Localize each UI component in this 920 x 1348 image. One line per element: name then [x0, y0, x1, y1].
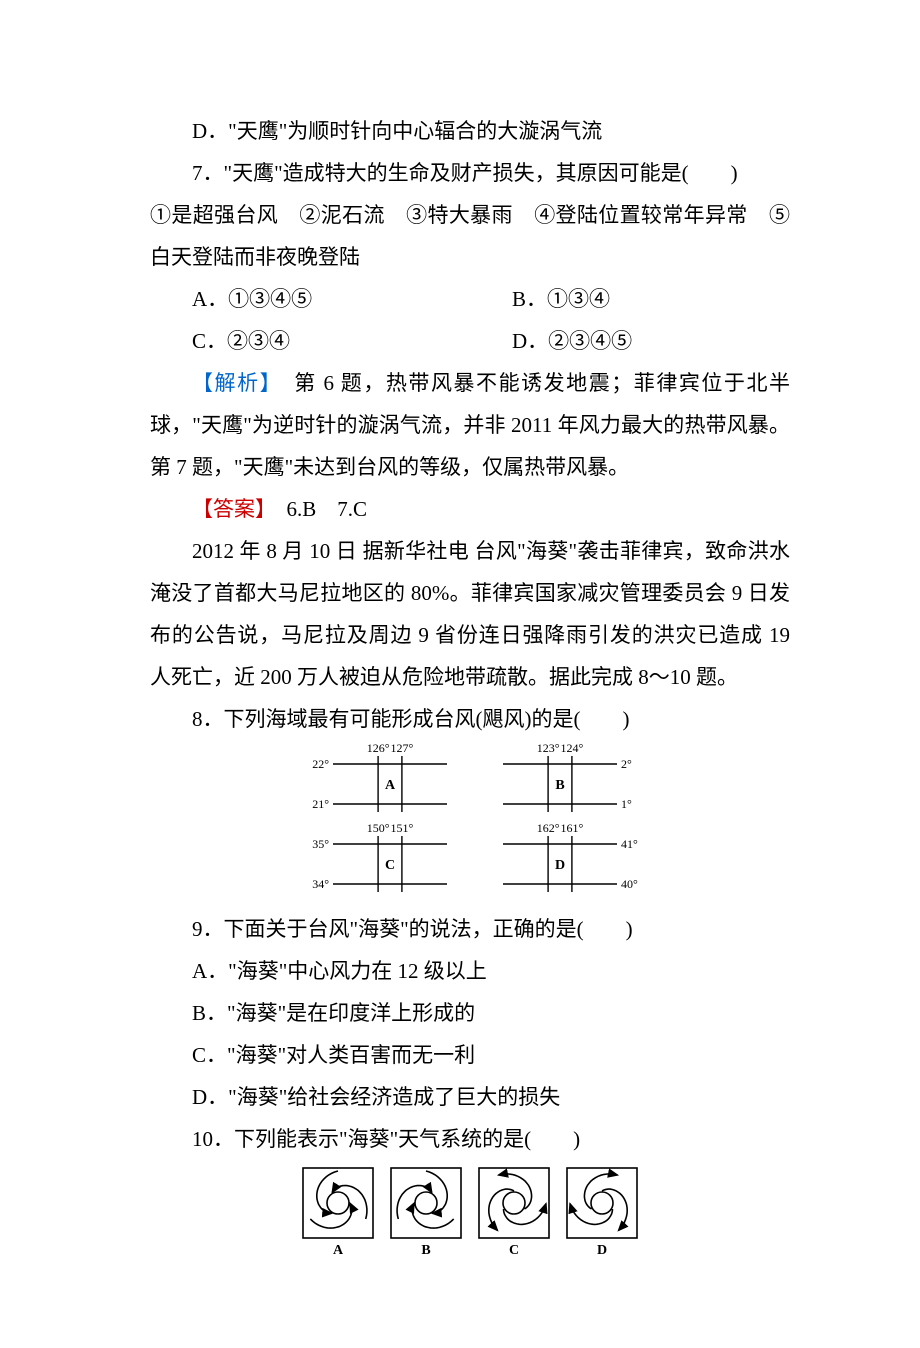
- svg-text:22°: 22°: [312, 757, 329, 771]
- svg-text:2°: 2°: [621, 757, 632, 771]
- q8-figure: 126°127° 22° 21° A 123°124° 2° 1° B 150°151° 35° 3…: [150, 744, 790, 904]
- q10-stem: 10．下列能表示"海葵"天气系统的是( ): [150, 1118, 790, 1160]
- q9-option-d: D．"海葵"给社会经济造成了巨大的损失: [150, 1076, 790, 1118]
- svg-text:34°: 34°: [312, 877, 329, 891]
- q7-options-row-2: C．②③④ D．②③④⑤: [150, 320, 790, 362]
- q7-option-b: B．①③④: [512, 278, 832, 320]
- q7-option-c: C．②③④: [192, 320, 512, 362]
- svg-text:151°: 151°: [390, 821, 413, 835]
- svg-text:C: C: [509, 1243, 519, 1258]
- svg-text:21°: 21°: [312, 797, 329, 811]
- svg-text:1°: 1°: [621, 797, 632, 811]
- q7-option-d: D．②③④⑤: [512, 320, 832, 362]
- svg-text:B: B: [421, 1243, 430, 1258]
- q7-stem: 7．"天鹰"造成特大的生命及财产损失，其原因可能是( ): [150, 152, 790, 194]
- q9-option-c: C．"海葵"对人类百害而无一利: [150, 1034, 790, 1076]
- q10-figure: A B C D: [150, 1164, 790, 1264]
- q7-options-row-1: A．①③④⑤ B．①③④: [150, 278, 790, 320]
- svg-text:D: D: [555, 858, 565, 873]
- q9-stem: 9．下面关于台风"海葵"的说法，正确的是( ): [150, 908, 790, 950]
- answer-text: 6.B 7.C: [266, 497, 368, 521]
- svg-text:162°: 162°: [537, 821, 560, 835]
- svg-text:35°: 35°: [312, 837, 329, 851]
- svg-text:150°: 150°: [367, 821, 390, 835]
- q8-stem: 8．下列海域最有可能形成台风(飓风)的是( ): [150, 698, 790, 740]
- q7-option-a: A．①③④⑤: [192, 278, 512, 320]
- svg-text:C: C: [385, 858, 395, 873]
- q9-option-b: B．"海葵"是在印度洋上形成的: [150, 992, 790, 1034]
- svg-text:B: B: [555, 778, 564, 793]
- svg-text:127°: 127°: [390, 744, 413, 755]
- q10-cyclone-diagram: A B C D: [290, 1164, 650, 1264]
- svg-text:124°: 124°: [560, 744, 583, 755]
- analysis-label: 【解析】: [192, 371, 272, 395]
- q8-grid-diagram: 126°127° 22° 21° A 123°124° 2° 1° B 150°151° 35° 3…: [280, 744, 660, 904]
- analysis-block: 【解析】 第 6 题，热带风暴不能诱发地震；菲律宾位于北半球，"天鹰"为逆时针的…: [150, 362, 790, 488]
- svg-text:A: A: [385, 778, 396, 793]
- svg-text:D: D: [597, 1243, 607, 1258]
- svg-text:40°: 40°: [621, 877, 638, 891]
- svg-text:123°: 123°: [537, 744, 560, 755]
- answer-block: 【答案】 6.B 7.C: [150, 488, 790, 530]
- passage-text: 2012 年 8 月 10 日 据新华社电 台风"海葵"袭击菲律宾，致命洪水淹没…: [150, 530, 790, 698]
- svg-text:41°: 41°: [621, 837, 638, 851]
- svg-text:161°: 161°: [560, 821, 583, 835]
- q7-enumeration: ①是超强台风 ②泥石流 ③特大暴雨 ④登陆位置较常年异常 ⑤白天登陆而非夜晚登陆: [150, 194, 790, 278]
- answer-label: 【答案】: [192, 497, 266, 521]
- svg-text:126°: 126°: [367, 744, 390, 755]
- svg-text:A: A: [333, 1243, 344, 1258]
- q6-option-d: D．"天鹰"为顺时针向中心辐合的大漩涡气流: [150, 110, 790, 152]
- q9-option-a: A．"海葵"中心风力在 12 级以上: [150, 950, 790, 992]
